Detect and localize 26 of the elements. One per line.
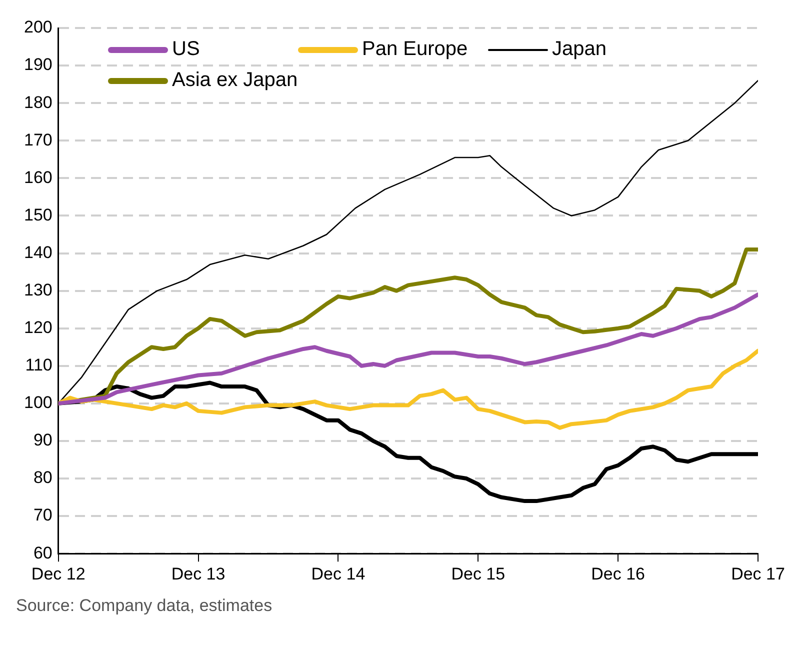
y-tick-label: 140 <box>24 242 52 262</box>
legend-label: Japan <box>552 38 606 61</box>
x-tick-label: Dec 12 <box>31 564 86 584</box>
y-tick-label: 180 <box>24 92 52 112</box>
y-tick-label: 170 <box>24 130 52 150</box>
y-tick-label: 150 <box>24 205 52 224</box>
legend-label: Asia ex Japan <box>172 69 298 92</box>
y-tick-label: 70 <box>33 506 52 525</box>
x-tick-label: Dec 15 <box>451 564 506 584</box>
y-tick-label: 110 <box>25 356 52 375</box>
y-tick-label: 80 <box>33 468 52 488</box>
x-tick-label: Dec 17 <box>731 564 785 584</box>
y-tick-label: 130 <box>24 280 52 300</box>
y-tick-label: 160 <box>24 168 52 187</box>
x-tick-label: Dec 14 <box>311 564 366 584</box>
y-tick-label: 190 <box>24 55 52 74</box>
y-tick-label: 90 <box>33 430 52 450</box>
y-tick-label: 200 <box>24 18 52 37</box>
y-tick-label: 120 <box>24 318 52 338</box>
legend-label: US <box>172 38 200 61</box>
legend-label: Pan Europe <box>362 38 468 61</box>
source-note: Source: Company data, estimates <box>16 596 274 616</box>
x-tick-label: Dec 13 <box>171 564 226 584</box>
y-tick-label: 60 <box>33 543 52 562</box>
x-tick-label: Dec 16 <box>591 564 646 584</box>
y-tick-label: 100 <box>24 393 52 412</box>
